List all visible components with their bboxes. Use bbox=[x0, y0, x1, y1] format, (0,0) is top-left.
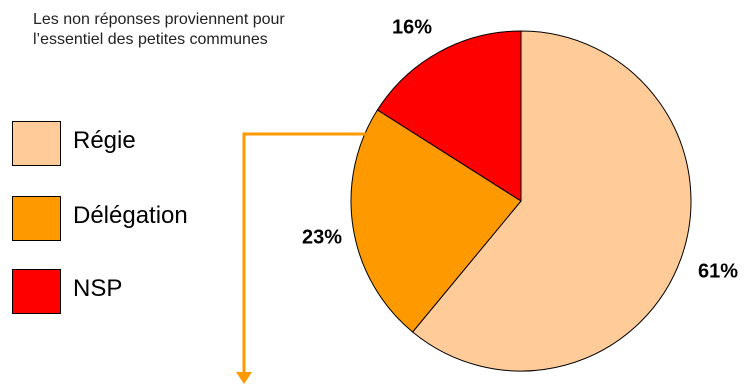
callout-arrow bbox=[236, 132, 366, 384]
legend-label-nsp: NSP bbox=[73, 275, 123, 302]
data-label-regie: 61% bbox=[698, 260, 738, 282]
legend-swatch-nsp bbox=[12, 269, 61, 314]
legend-label-delegation: Délégation bbox=[73, 202, 188, 229]
data-label-delegation: 23% bbox=[302, 226, 342, 248]
legend-swatch-regie bbox=[12, 121, 61, 166]
legend-label-regie: Régie bbox=[73, 127, 136, 154]
data-label-nsp: 16% bbox=[392, 16, 432, 38]
legend-swatch-delegation bbox=[12, 196, 61, 241]
chart-note: Les non réponses proviennent pour l’esse… bbox=[33, 11, 285, 48]
pie-slice-nsp bbox=[376, 30, 522, 202]
pie-slice-regie bbox=[411, 30, 692, 372]
